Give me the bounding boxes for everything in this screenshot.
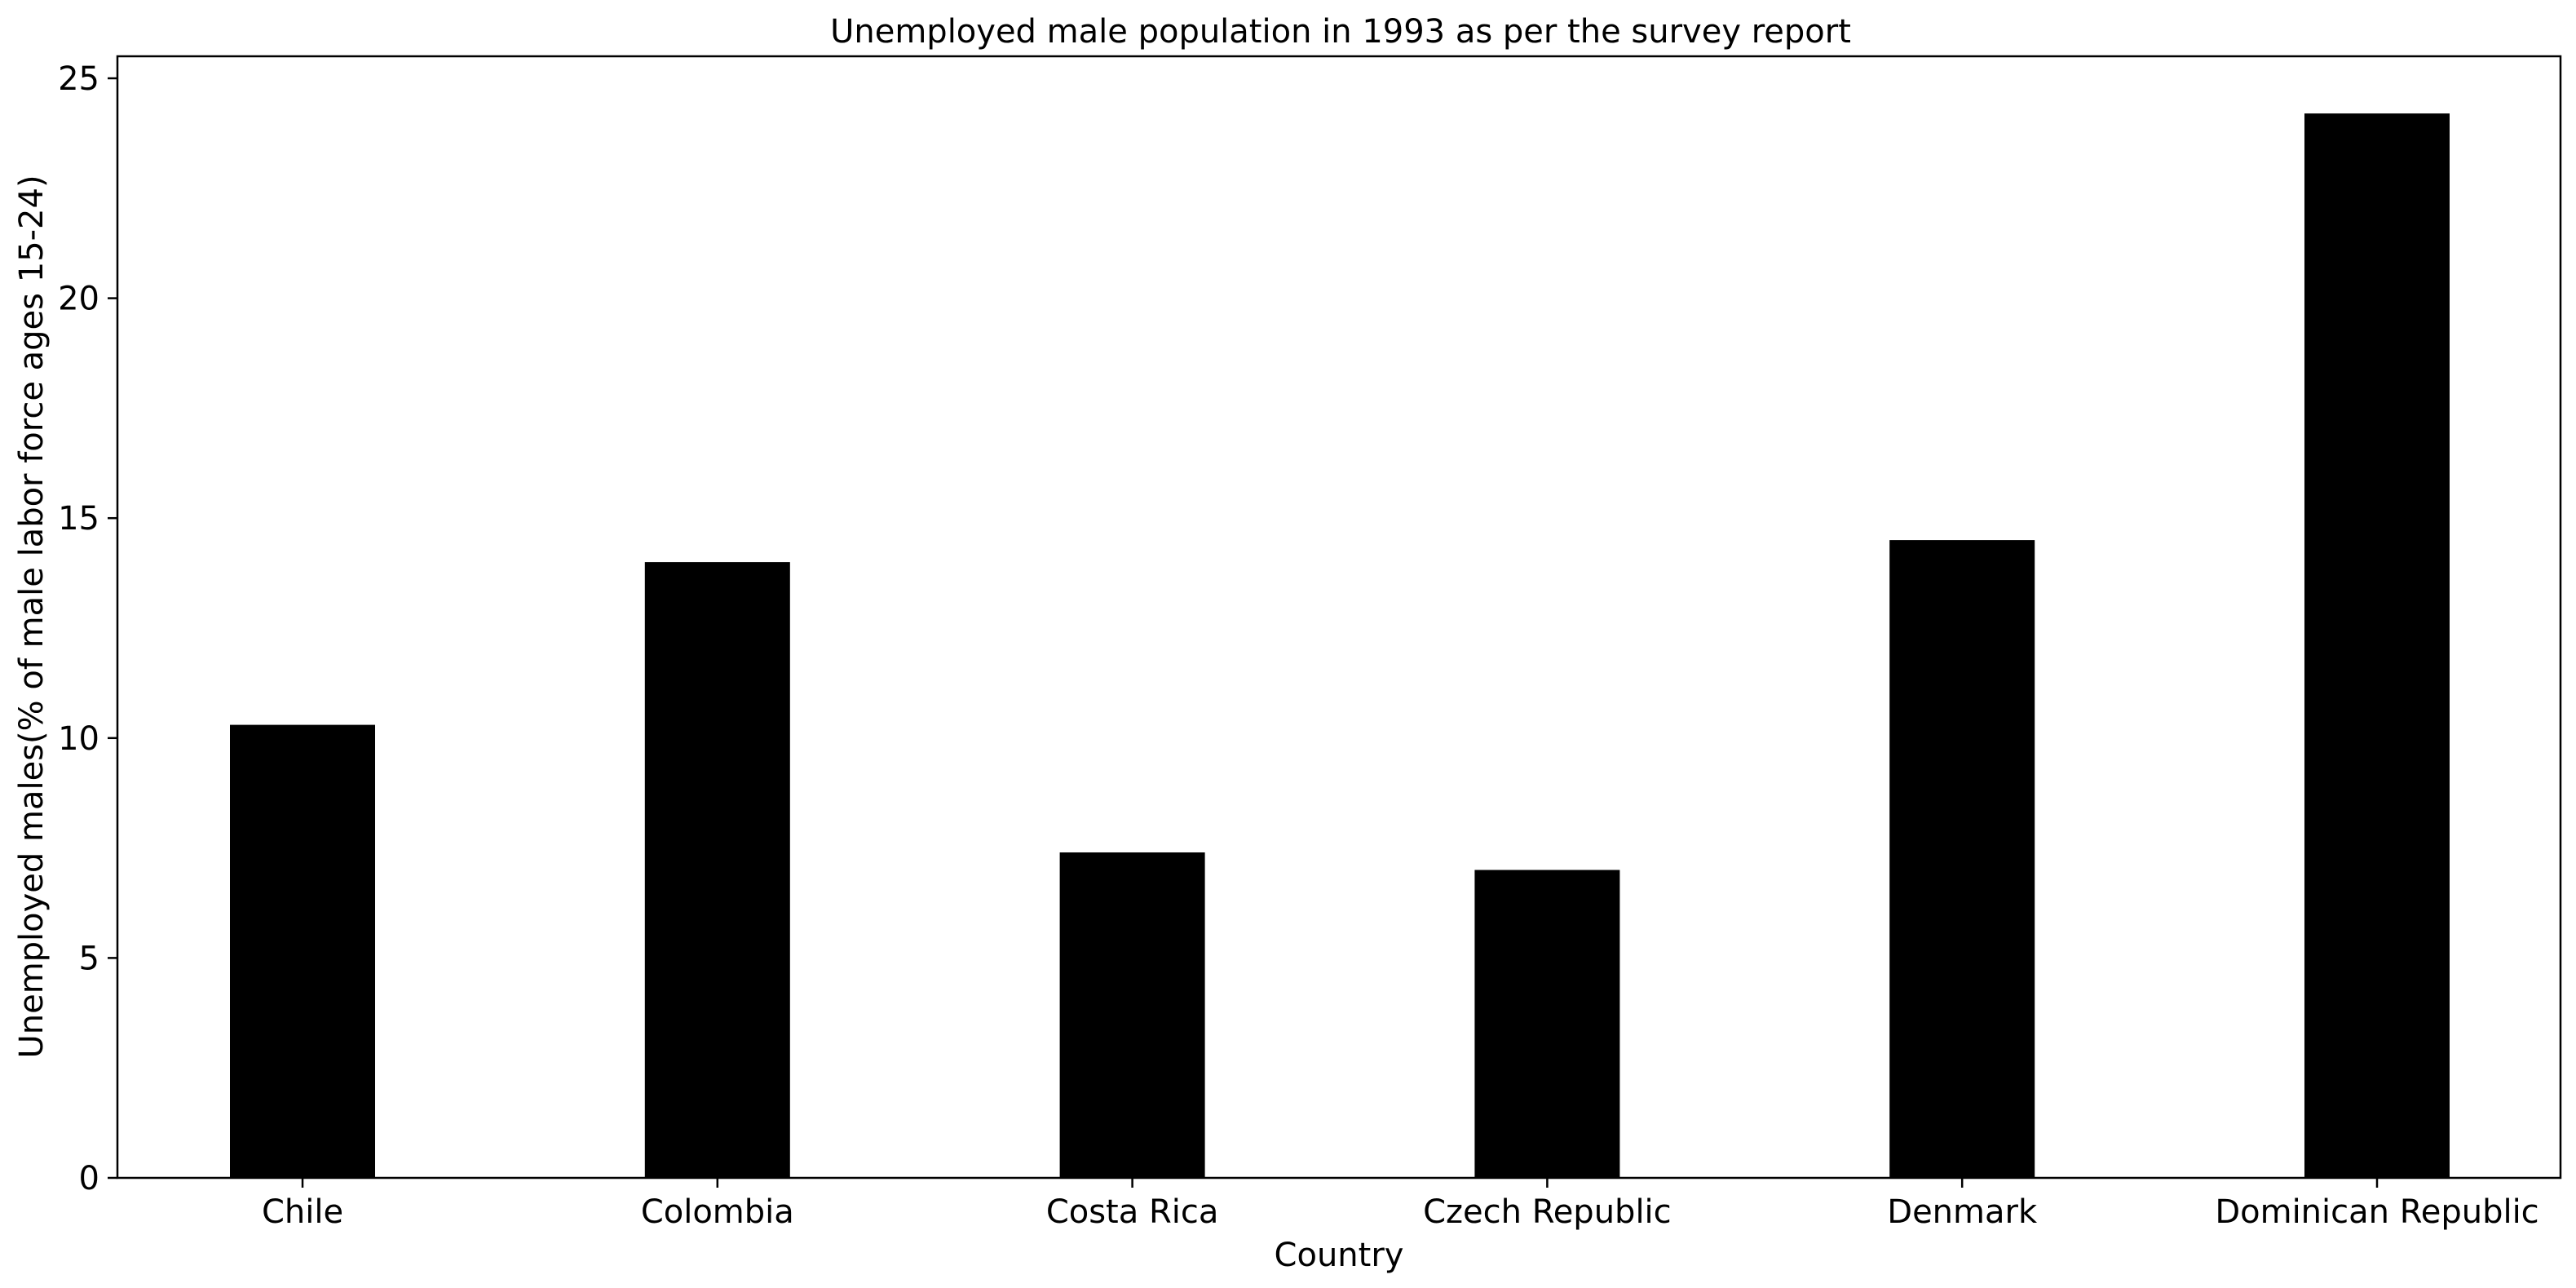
y-axis-label: Unemployed males(% of male labor force a… bbox=[13, 175, 51, 1058]
bar-czech-republic bbox=[1474, 870, 1620, 1178]
y-tick-label: 25 bbox=[58, 60, 99, 98]
x-tick-label: Denmark bbox=[1887, 1193, 2038, 1231]
bars-layer bbox=[230, 113, 2450, 1179]
y-tick-label: 10 bbox=[58, 720, 99, 758]
x-tick-label: Costa Rica bbox=[1046, 1193, 1219, 1231]
bar-costa-rica bbox=[1059, 852, 1205, 1178]
x-axis-ticks: Chile Colombia Costa Rica Czech Republic Den… bbox=[262, 1178, 2539, 1231]
x-tick-label: Colombia bbox=[641, 1193, 794, 1231]
y-tick-label: 20 bbox=[58, 281, 99, 318]
x-axis-label: Country bbox=[1275, 1237, 1404, 1274]
bar-dominican-republic bbox=[2304, 113, 2450, 1179]
chart-title: Unemployed male population in 1993 as pe… bbox=[830, 13, 1851, 51]
x-tick-label: Dominican Republic bbox=[2215, 1193, 2538, 1231]
x-tick-label: Czech Republic bbox=[1423, 1193, 1672, 1231]
bar-colombia bbox=[644, 562, 790, 1178]
y-tick-label: 15 bbox=[58, 500, 99, 538]
x-tick-label: Chile bbox=[262, 1193, 343, 1231]
y-tick-label: 0 bbox=[79, 1160, 99, 1197]
y-tick-label: 5 bbox=[79, 940, 99, 977]
bar-denmark bbox=[1889, 540, 2035, 1178]
bar-chile bbox=[230, 724, 375, 1178]
y-axis-ticks: 0 5 10 15 20 25 bbox=[58, 60, 117, 1197]
plot-frame bbox=[116, 55, 2562, 1180]
